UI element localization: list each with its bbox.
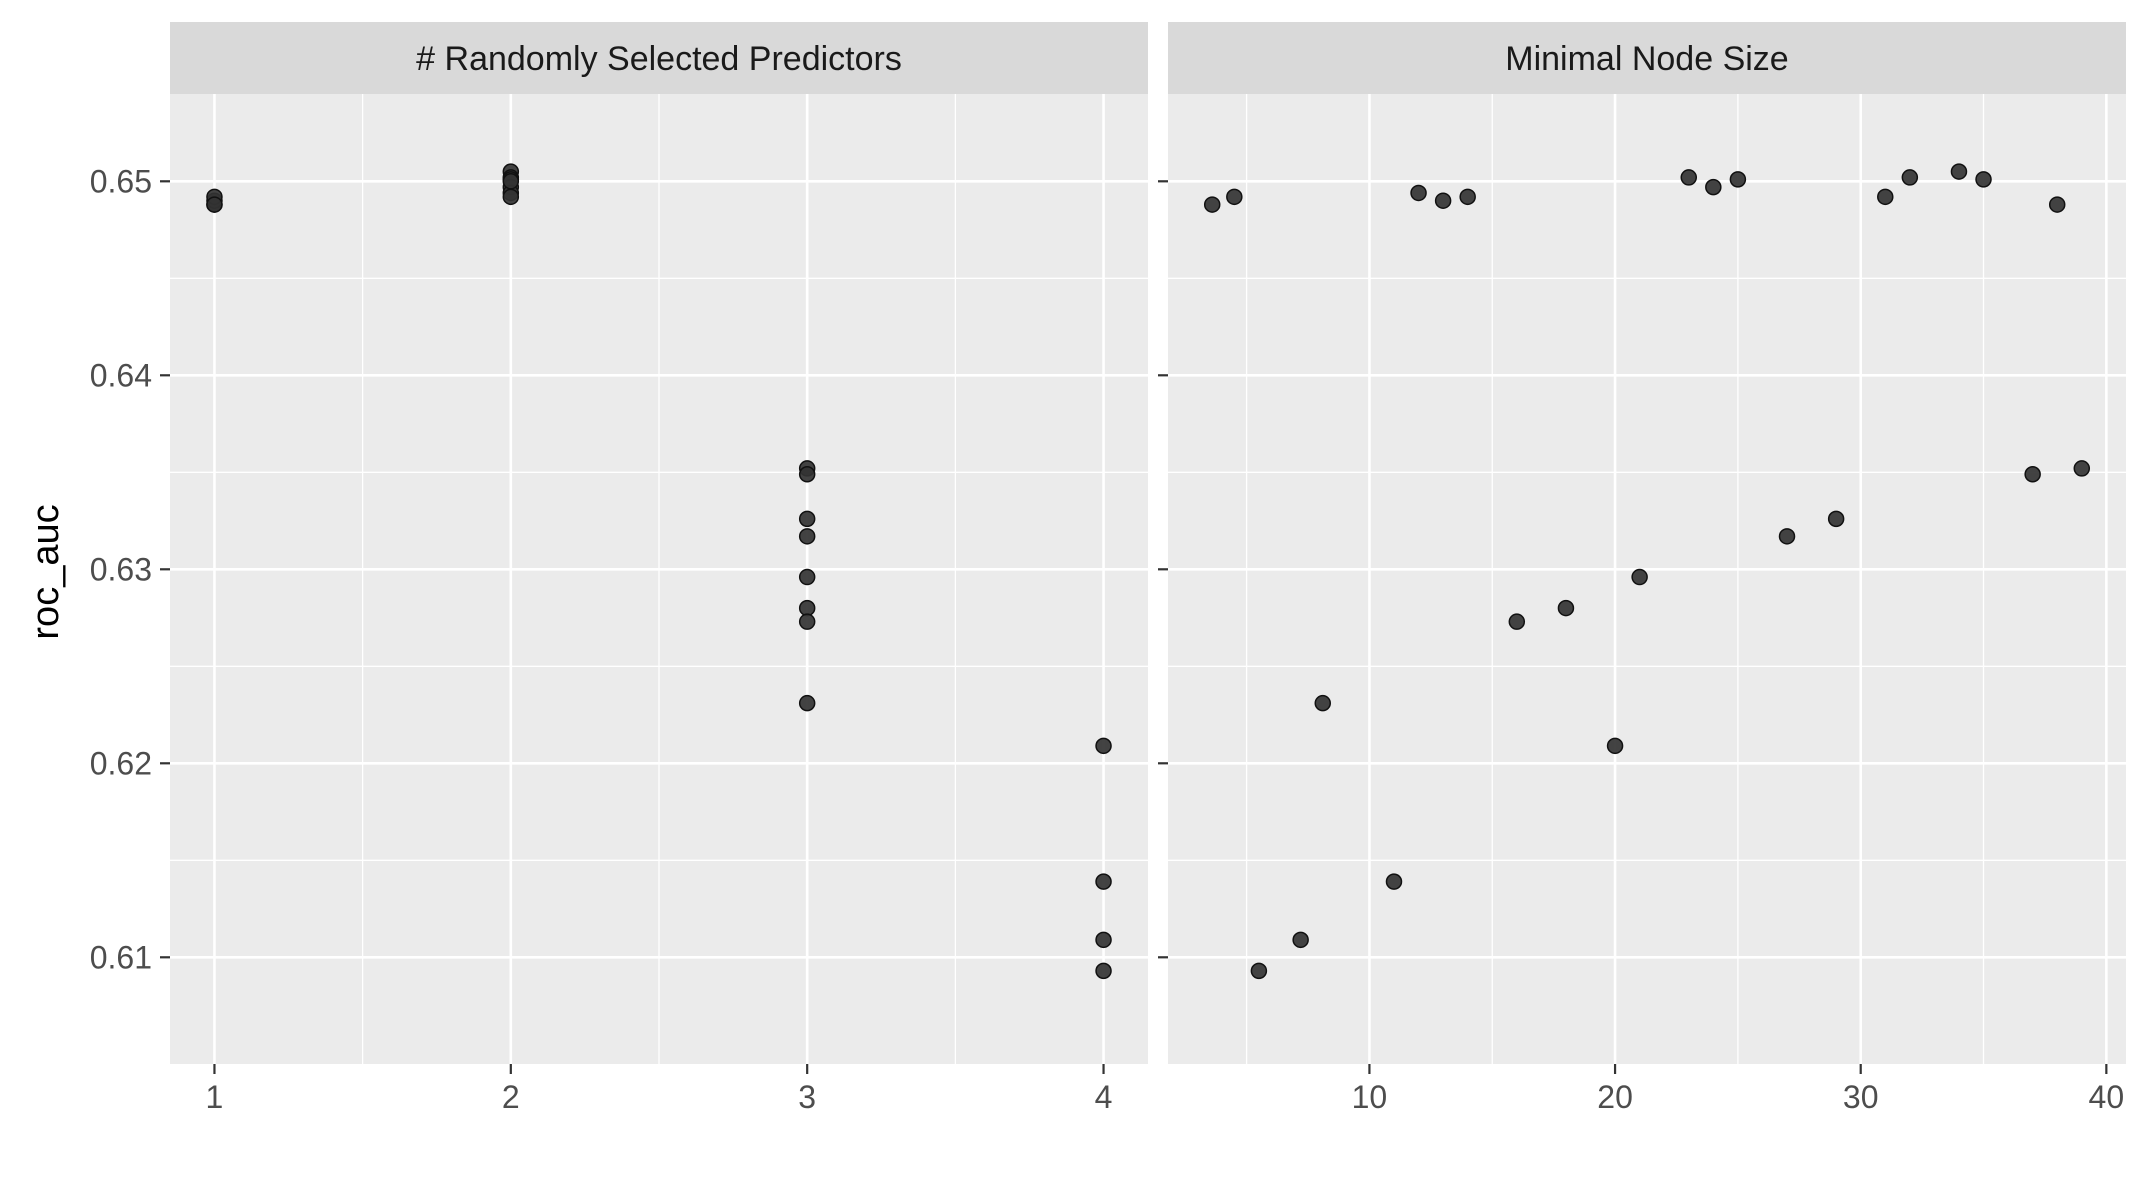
y-tick-label: 0.61 [90, 939, 152, 975]
x-tick-label: 30 [1843, 1079, 1879, 1115]
data-point [798, 528, 816, 545]
data-point [1901, 169, 1919, 186]
panels-layer: # Randomly Selected Predictors 0.61 0.62 0.… [90, 22, 2126, 1115]
data-point [798, 599, 816, 617]
data-point [1250, 962, 1268, 980]
data-point [1095, 931, 1112, 949]
x-tick-label: 3 [798, 1079, 816, 1115]
data-point [798, 510, 816, 528]
data-point [798, 694, 816, 712]
data-point [798, 465, 816, 483]
facet-strip [1168, 22, 2126, 94]
data-point [1292, 931, 1309, 949]
data-point [1557, 599, 1575, 617]
y-tick-label: 0.62 [90, 745, 152, 781]
data-point [798, 613, 816, 630]
data-point [2048, 196, 2066, 213]
x-tick-label: 20 [1597, 1079, 1633, 1115]
facet-strip-label: Minimal Node Size [1505, 40, 1788, 78]
data-point [1606, 737, 1624, 755]
data-point [1877, 188, 1894, 206]
data-point [1434, 192, 1452, 209]
x-tick-label: 40 [2089, 1079, 2125, 1115]
data-point [502, 188, 520, 206]
data-point [1314, 694, 1332, 712]
data-point [206, 196, 223, 213]
x-tick-label: 1 [206, 1079, 224, 1115]
data-point [1410, 184, 1427, 202]
data-point [1385, 873, 1403, 890]
data-point [1459, 188, 1476, 206]
data-point [798, 568, 816, 586]
data-point [1950, 163, 1968, 180]
data-point [502, 173, 520, 190]
data-point [1778, 528, 1796, 545]
x-tick-label: 4 [1095, 1079, 1113, 1115]
data-point [1095, 737, 1112, 755]
data-point [1095, 873, 1112, 890]
data-point [1203, 196, 1221, 213]
data-point [1975, 171, 1992, 188]
data-point [1508, 613, 1526, 630]
y-tick-label: 0.65 [90, 163, 152, 199]
data-point [2073, 460, 2091, 477]
data-point [1226, 188, 1243, 206]
data-point [1729, 171, 1747, 188]
facet-strip-label: # Randomly Selected Predictors [416, 40, 902, 78]
y-tick-label: 0.63 [90, 551, 152, 587]
y-axis-title: roc_auc [25, 504, 67, 639]
x-tick-label: 2 [502, 1079, 520, 1115]
facet-panel-2: Minimal Node Size 10 20 30 40 [1158, 22, 2126, 1115]
data-point [1827, 510, 1845, 528]
data-point [1095, 962, 1112, 980]
data-point [1680, 169, 1698, 186]
data-point [2024, 465, 2041, 483]
x-tick-label: 10 [1352, 1079, 1388, 1115]
y-tick-label: 0.64 [90, 357, 152, 393]
facet-strip [170, 22, 1148, 94]
data-point [1631, 568, 1648, 586]
data-point [1705, 178, 1722, 196]
facet-panel-1: # Randomly Selected Predictors 0.61 0.62 0.… [90, 22, 1148, 1115]
